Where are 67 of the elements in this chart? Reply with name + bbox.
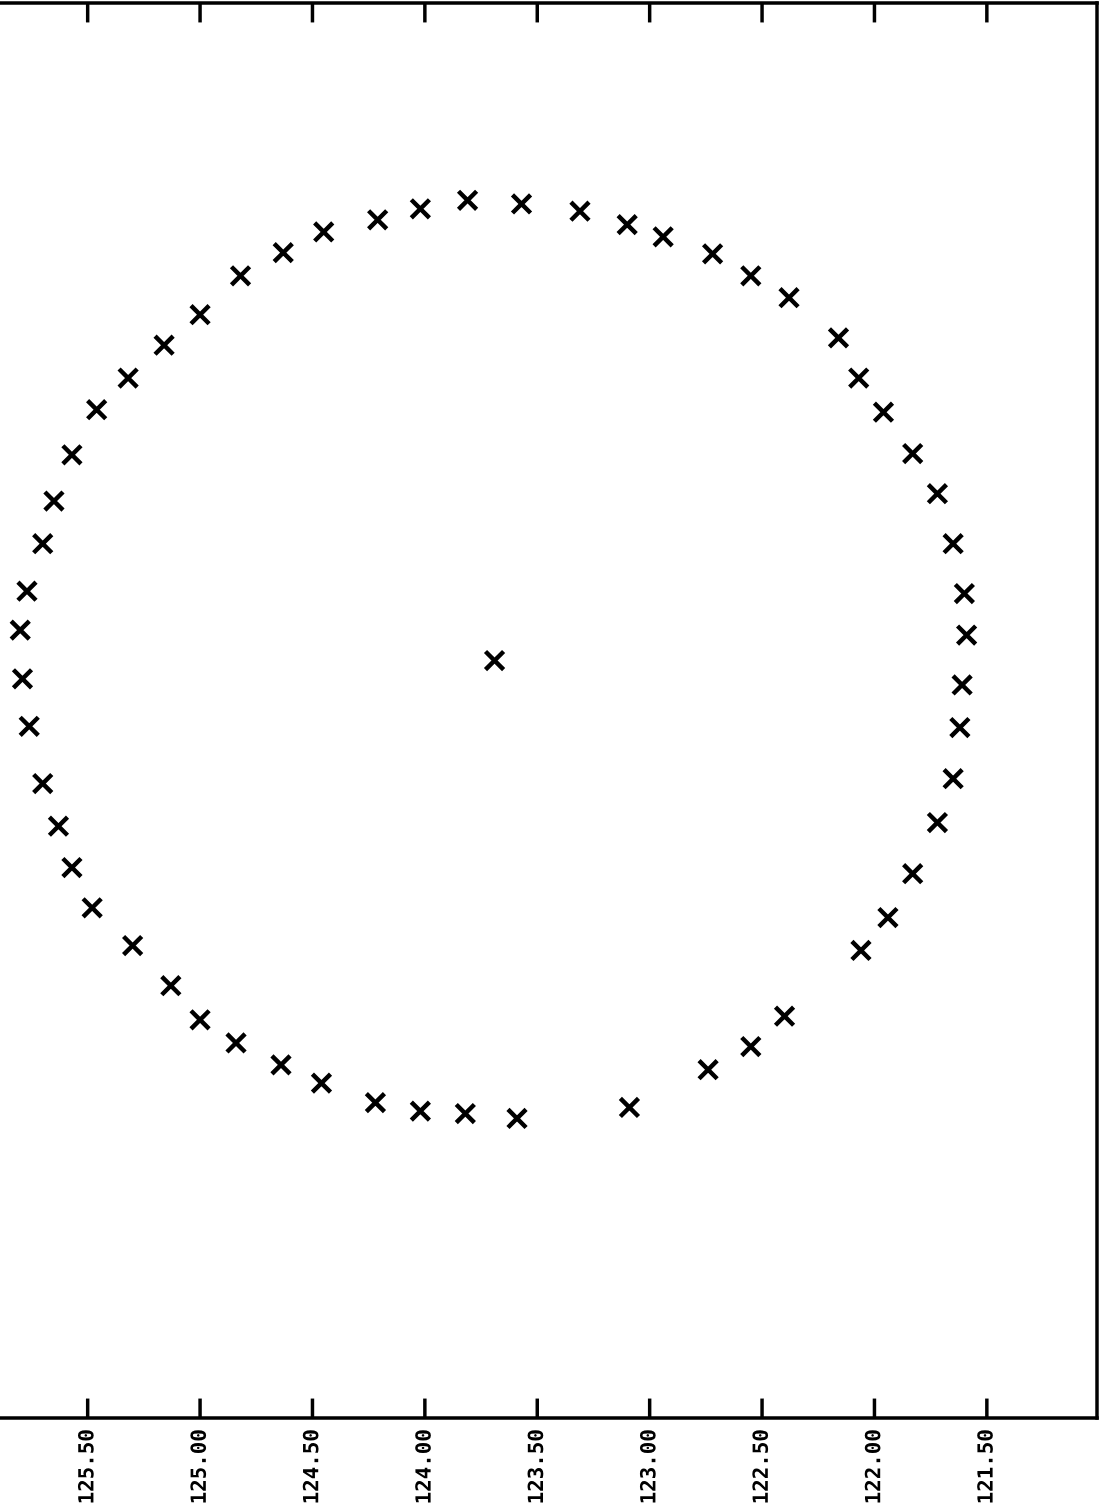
- point: [80, 896, 104, 920]
- point: [901, 862, 924, 885]
- point: [615, 213, 639, 236]
- x-tick-label: 122.00: [864, 1430, 881, 1503]
- point: [152, 333, 176, 357]
- point: [229, 264, 252, 288]
- point: [364, 1091, 387, 1114]
- x-tick-label: 123.00: [639, 1430, 656, 1503]
- point: [739, 1035, 763, 1058]
- point: [188, 303, 212, 327]
- point: [116, 366, 140, 390]
- point: [366, 208, 389, 232]
- x-tick-label: 122.50: [752, 1430, 769, 1503]
- x-tick-label: 121.50: [977, 1430, 993, 1503]
- point: [269, 1053, 293, 1077]
- point: [42, 489, 66, 513]
- point: [505, 1107, 529, 1130]
- point: [85, 398, 108, 421]
- point: [847, 366, 870, 390]
- x-tick-label: 125.50: [77, 1430, 94, 1503]
- point: [188, 1008, 212, 1032]
- point: [696, 1058, 720, 1081]
- point: [849, 939, 873, 962]
- point: [773, 1004, 796, 1028]
- point: [901, 442, 924, 465]
- point: [777, 286, 801, 309]
- point: [872, 400, 895, 424]
- point: [409, 197, 432, 221]
- point: [876, 906, 900, 929]
- point: [955, 623, 978, 647]
- point: [310, 1071, 333, 1095]
- x-tick-label: 124.00: [415, 1430, 431, 1503]
- point: [827, 326, 850, 350]
- point: [60, 856, 84, 879]
- point: [11, 667, 34, 691]
- point: [31, 772, 54, 795]
- point: [60, 443, 84, 467]
- point: [926, 482, 949, 506]
- x-tick-label: 125.00: [190, 1430, 207, 1503]
- point: [926, 811, 949, 834]
- point: [483, 649, 506, 672]
- point: [312, 220, 335, 244]
- point: [651, 225, 675, 249]
- point: [15, 579, 39, 603]
- point: [701, 242, 724, 266]
- point: [739, 264, 763, 288]
- point: [950, 673, 974, 697]
- point: [510, 192, 533, 216]
- point: [953, 582, 976, 605]
- point: [224, 1031, 248, 1055]
- point: [941, 767, 965, 790]
- x-tick-label: 124.50: [302, 1430, 319, 1503]
- point: [159, 974, 183, 997]
- point: [618, 1096, 641, 1119]
- point: [948, 716, 972, 739]
- point: [409, 1099, 432, 1123]
- x-tick-label: 123.50: [527, 1430, 544, 1503]
- point: [271, 241, 295, 264]
- point: [456, 189, 479, 212]
- point: [47, 814, 70, 838]
- point: [568, 199, 592, 223]
- point: [121, 934, 144, 957]
- point: [454, 1102, 477, 1125]
- point: [941, 532, 965, 555]
- point: [8, 618, 32, 642]
- point: [17, 715, 41, 738]
- point: [31, 532, 54, 555]
